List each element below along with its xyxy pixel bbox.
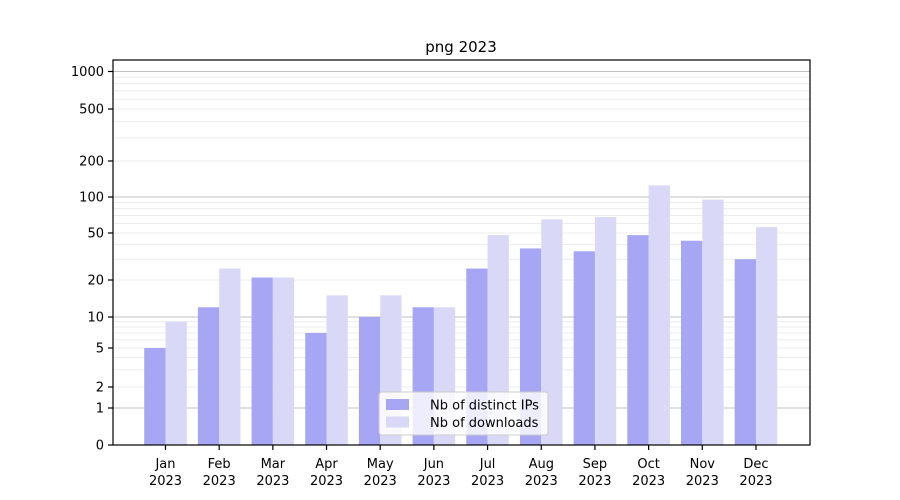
x-tick-label: Jul 2023 [471,457,504,489]
bar-apr-distinct-ips [305,332,327,445]
y-tick-label: 0 [96,439,104,454]
legend: Nb of distinct IPs Nb of downloads [378,391,549,436]
bar-apr-downloads [326,295,348,445]
bar-jan-downloads [165,321,187,445]
chart-title: png 2023 [425,38,497,56]
bar-mar-distinct-ips [251,277,273,445]
bar-jan-distinct-ips [144,348,166,445]
legend-swatch-distinct-ips [386,399,409,410]
x-tick-label: Apr 2023 [310,457,343,489]
bar-nov-distinct-ips [681,240,703,445]
legend-label-downloads: Nb of downloads [430,416,539,431]
y-tick-label: 200 [79,155,104,170]
bar-feb-downloads [219,268,241,445]
x-tick-label: Jun 2023 [417,457,450,489]
y-tick-label: 2 [96,381,104,396]
x-tick-label: Dec 2023 [739,457,772,489]
y-tick-label: 1 [96,402,104,417]
legend-swatch-downloads [386,416,409,428]
x-tick-label: Mar 2023 [256,457,289,489]
x-tick-label: May 2023 [364,457,397,489]
y-tick-label: 5 [96,342,104,357]
legend-box [378,391,549,436]
y-tick-label: 10 [87,311,104,326]
bar-feb-distinct-ips [197,307,220,445]
bar-sep-distinct-ips [573,251,595,445]
x-tick-label: Aug 2023 [525,457,558,489]
bar-may-distinct-ips [358,317,381,445]
bar-dec-downloads [755,227,778,445]
y-tick-label: 500 [79,103,104,118]
bar-mar-downloads [272,277,295,445]
bar-sep-downloads [594,217,617,445]
x-tick-label: Jan 2023 [149,457,182,489]
bar-oct-downloads [648,185,670,445]
bar-aug-downloads [541,219,563,445]
bar-dec-distinct-ips [734,259,756,445]
legend-label-distinct-ips: Nb of distinct IPs [430,399,539,414]
plot-border [112,59,811,446]
y-tick-label: 20 [87,274,104,289]
x-tick-label: Sep 2023 [578,457,611,489]
axes-layer: 0 1 2 5 10 20 50 100 200 500 1000 Jan 2023 Feb 2023 Mar… [71,59,811,489]
x-tick-label: Feb 2023 [203,457,236,489]
y-tick-label: 50 [87,227,104,242]
x-tick-label: Oct 2023 [632,457,665,489]
y-tick-label: 100 [79,191,104,206]
x-tick-label: Nov 2023 [686,457,719,489]
bar-oct-distinct-ips [627,235,649,445]
bar-nov-downloads [702,199,724,445]
y-tick-label: 1000 [71,65,104,80]
